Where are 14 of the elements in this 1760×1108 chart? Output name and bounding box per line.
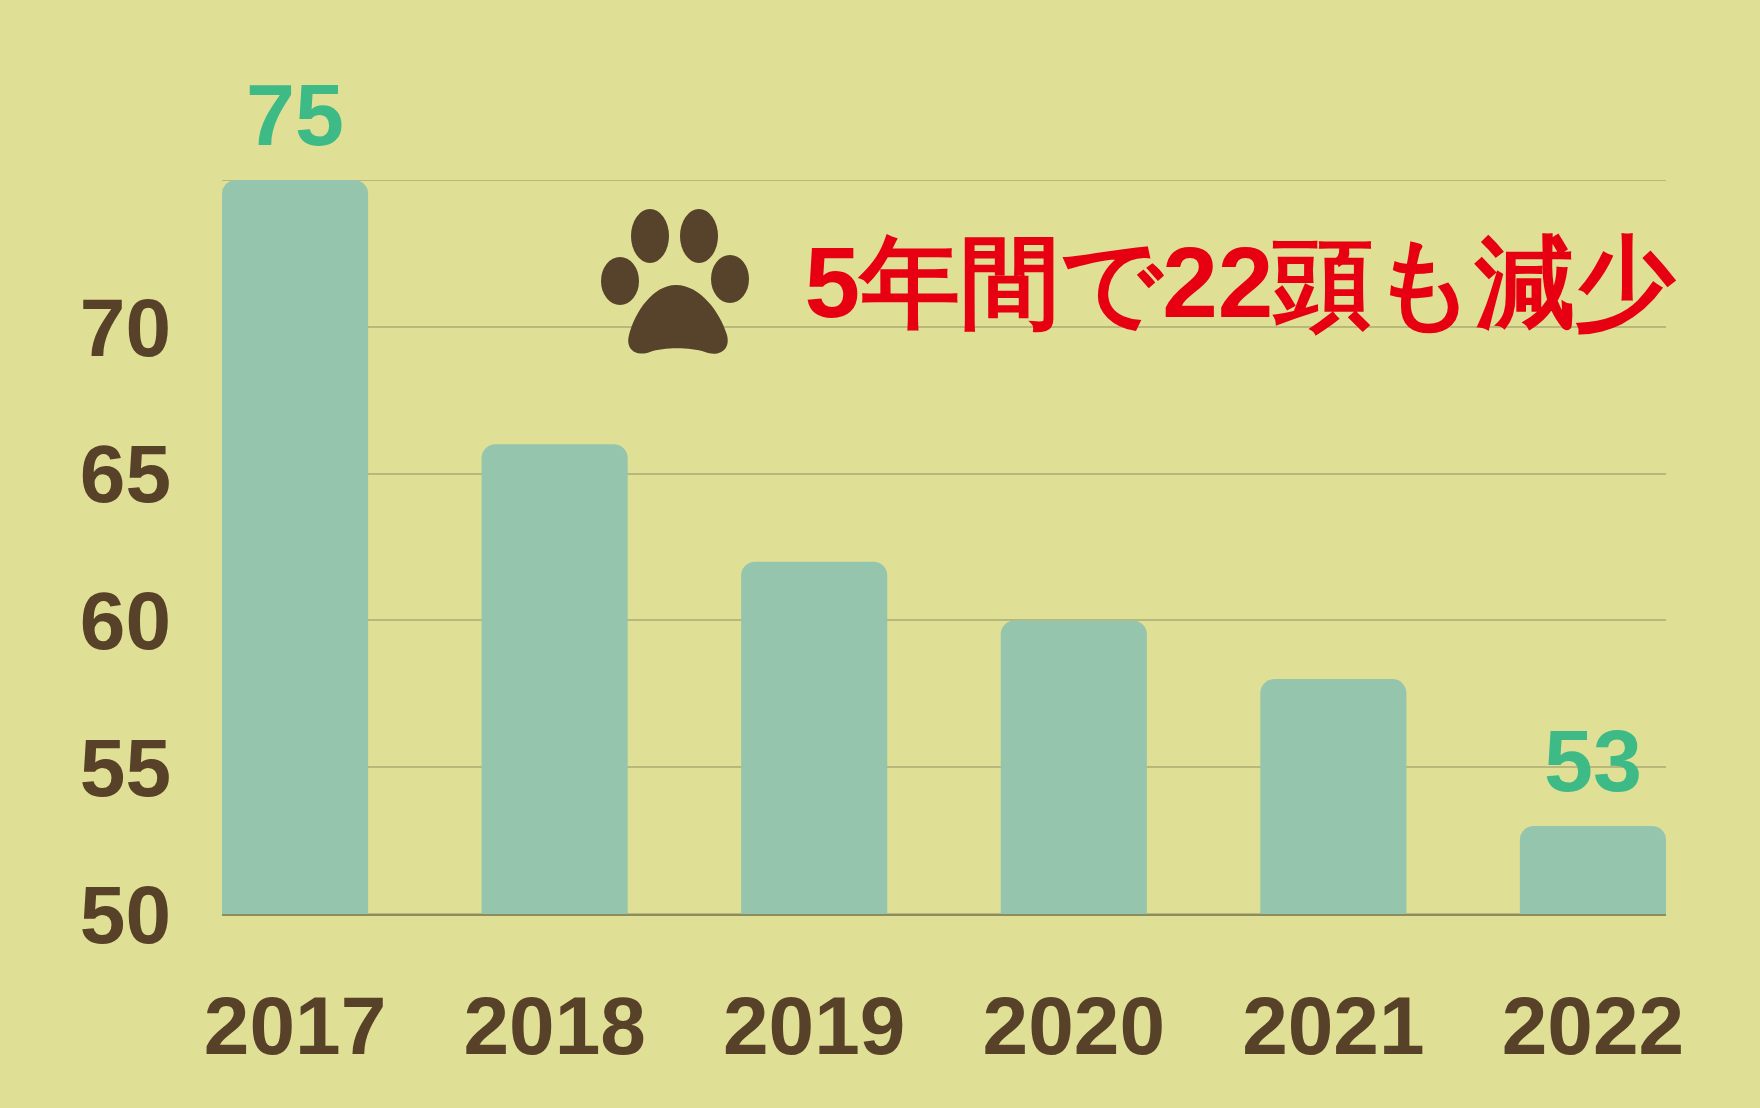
data-label: 53: [1544, 711, 1642, 810]
y-tick-label: 55: [79, 721, 171, 813]
y-tick-label: 50: [79, 868, 171, 960]
x-tick-label: 2022: [1501, 980, 1685, 1072]
text: 5年間で22頭も減少: [804, 226, 1678, 338]
x-tick-label: 2019: [723, 980, 906, 1072]
y-tick-label: 65: [79, 428, 171, 520]
y-tick-label: 70: [79, 281, 171, 373]
x-tick-label: 2020: [982, 980, 1165, 1072]
data-label: 75: [246, 65, 344, 164]
y-tick-label: 60: [79, 575, 171, 667]
x-tick-label: 2018: [463, 980, 646, 1072]
x-tick-label: 2017: [203, 980, 387, 1072]
x-tick-label: 2021: [1242, 980, 1425, 1072]
